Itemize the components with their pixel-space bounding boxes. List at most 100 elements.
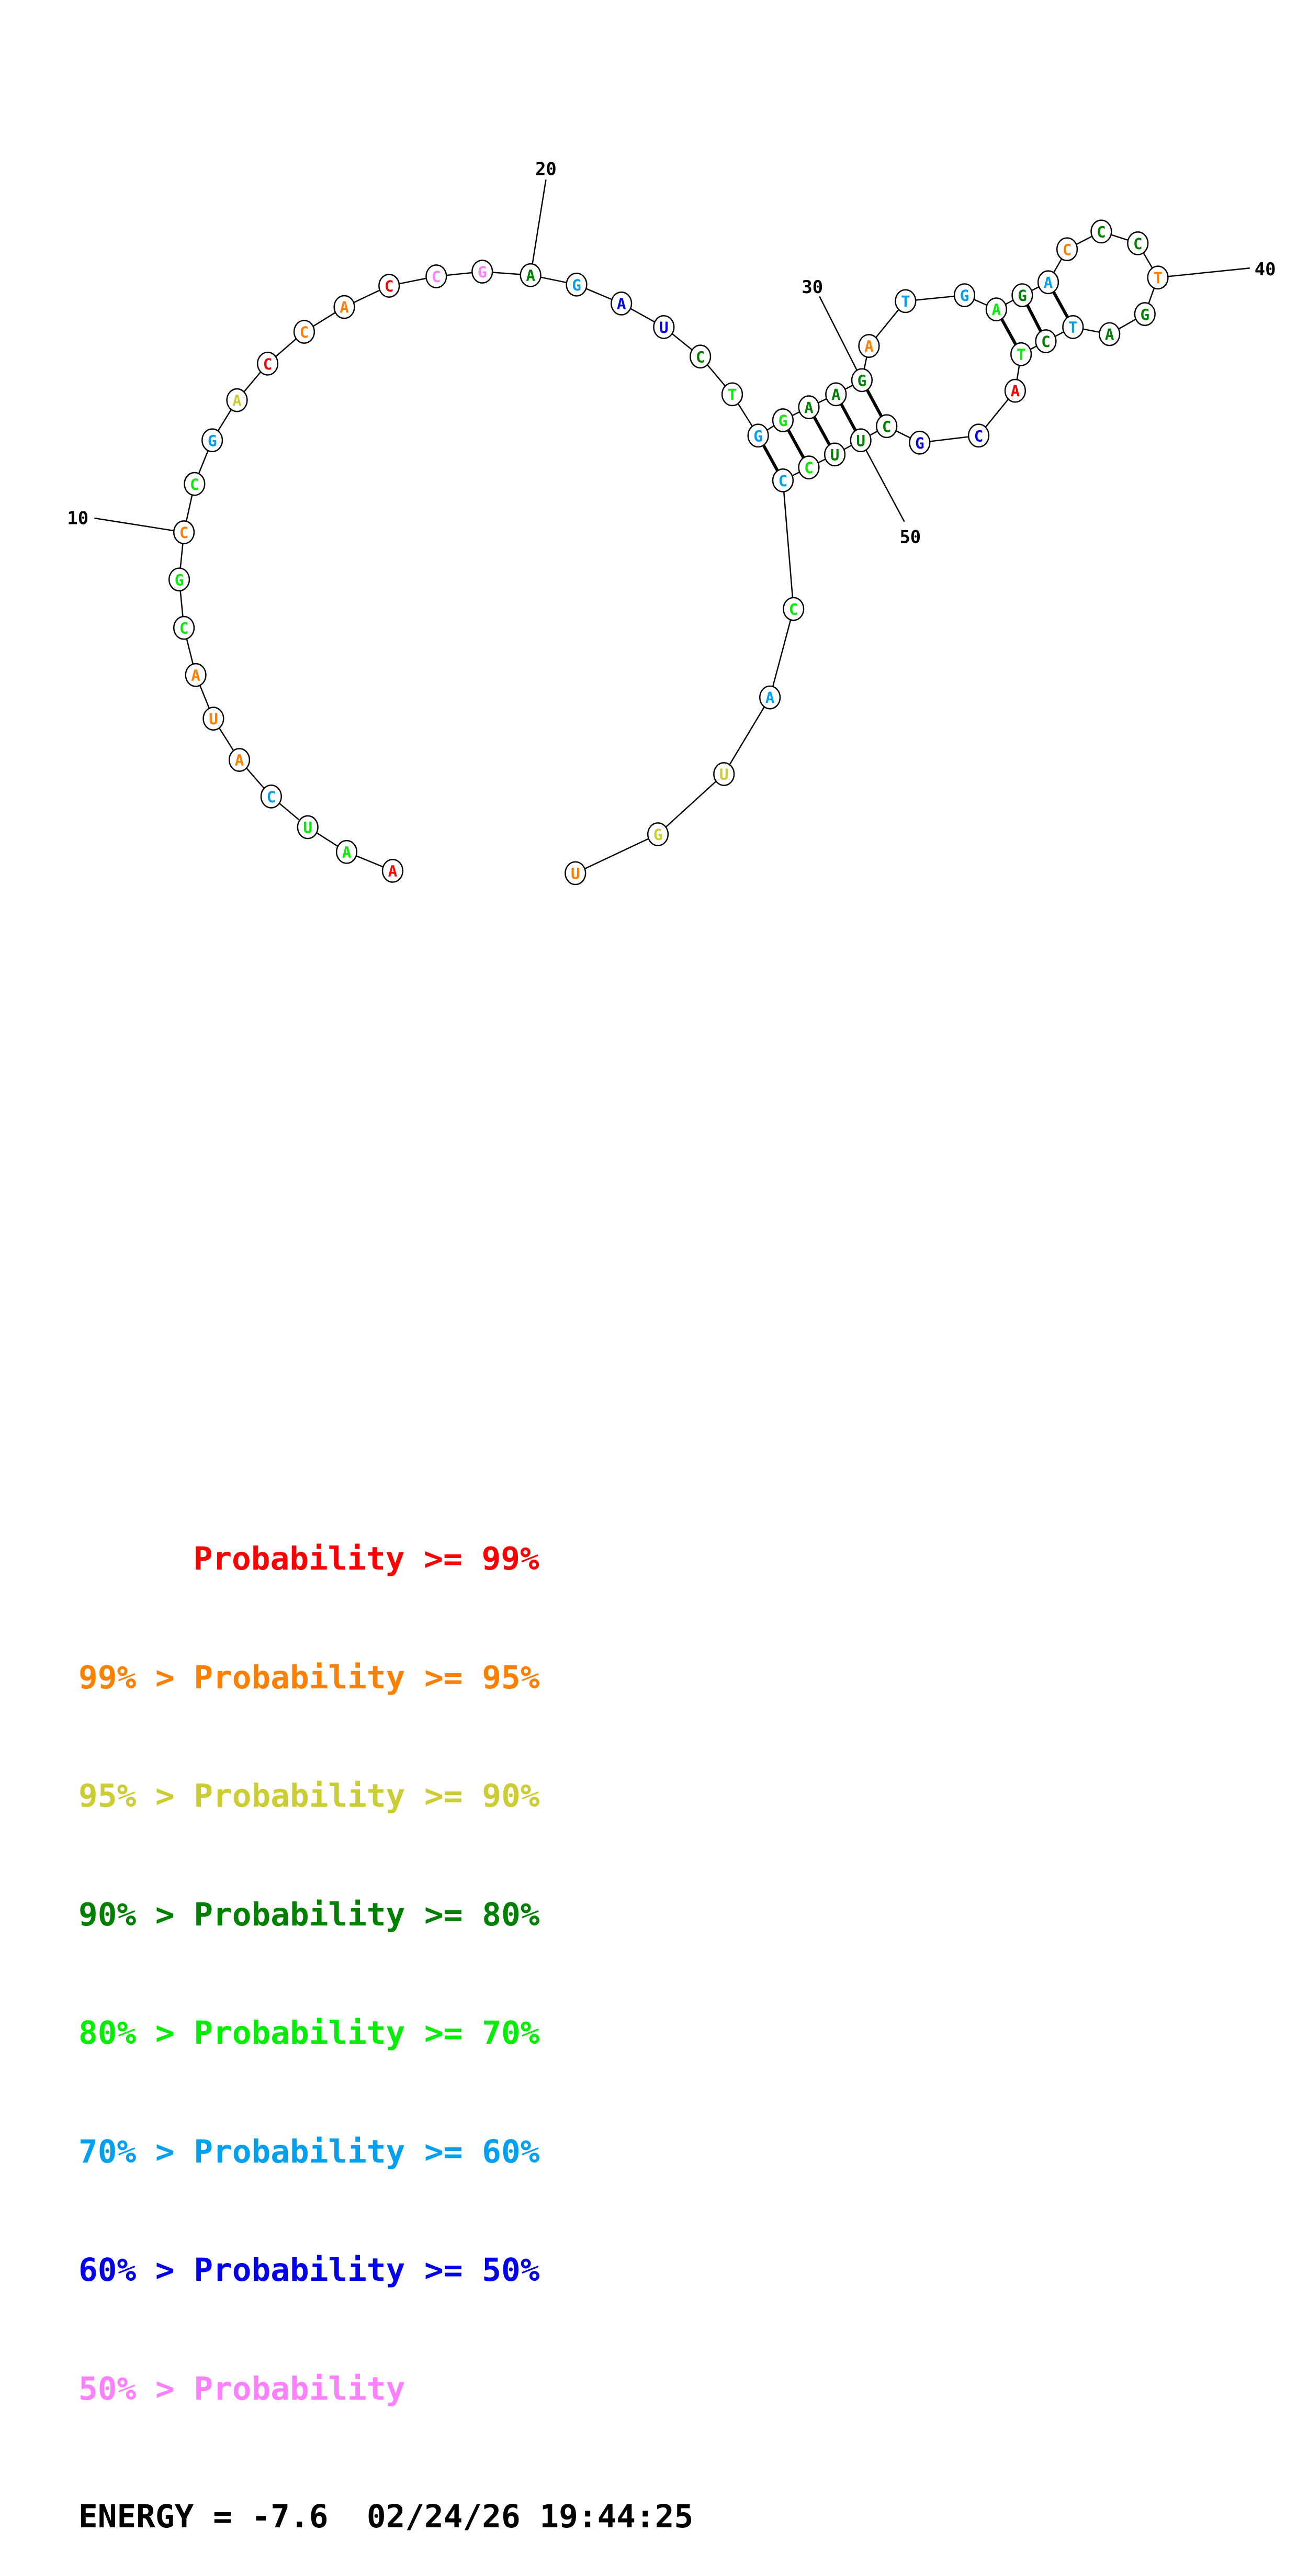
legend-right: Probability >= 50% [194, 2252, 540, 2289]
legend-row: 60% > Probability >= 50% [78, 2250, 693, 2290]
nucleotide-circle [909, 430, 931, 455]
nucleotide-54: C [783, 597, 805, 621]
nucleotide-13: A [226, 388, 248, 412]
nucleotide-44: C [1035, 329, 1057, 353]
nucleotide-circle [1037, 270, 1059, 295]
nucleotide-circle [565, 861, 587, 886]
nucleotide-51: U [824, 442, 846, 467]
nucleotide-58: U [565, 861, 587, 886]
nucleotide-46: A [1004, 378, 1027, 403]
nucleotide-base: A [804, 399, 814, 417]
nucleotide-47: C [967, 423, 990, 448]
nucleotide-circle [202, 707, 224, 731]
position-label: 10 [67, 508, 88, 529]
nucleotide-3: U [297, 815, 319, 839]
nucleotide-base: G [572, 276, 581, 294]
nucleotide-39: C [1127, 231, 1149, 255]
nucleotide-55: A [759, 685, 781, 710]
backbone-segment [723, 697, 771, 775]
nucleotide-base: C [179, 524, 189, 542]
nucleotide-circle [851, 368, 873, 393]
nucleotide-base: U [830, 446, 840, 464]
energy-line: ENERGY = -7.6 02/24/26 19:44:25 [78, 2498, 694, 2535]
nucleotide-circle [333, 295, 355, 319]
nucleotide-10: C [173, 520, 195, 544]
nucleotide-circle [1056, 237, 1078, 262]
nucleotide-38: C [1090, 219, 1112, 244]
nucleotide-14: C [256, 351, 279, 376]
nucleotide-circle [297, 815, 319, 839]
nucleotide-circle [858, 334, 880, 358]
nucleotide-circle [185, 663, 207, 687]
legend-row: 50% > Probability [78, 2369, 693, 2409]
nucleotide-circle [783, 597, 805, 621]
nucleotide-base: C [804, 459, 814, 477]
nucleotide-41: G [1134, 302, 1156, 327]
nucleotide-base: T [1068, 319, 1078, 337]
nucleotide-circle [772, 408, 794, 432]
nucleotide-base: C [974, 427, 984, 445]
nucleotide-base: A [765, 689, 775, 707]
nucleotide-base: A [388, 863, 398, 880]
nucleotide-base: U [856, 432, 865, 450]
nucleotide-43: T [1062, 315, 1084, 339]
nucleotide-45: T [1010, 342, 1032, 366]
position-tick-line [94, 517, 184, 533]
nucleotide-base: G [858, 372, 867, 389]
nucleotide-circle [690, 344, 712, 369]
nucleotide-circle [256, 351, 279, 376]
nucleotide-circle [721, 382, 743, 407]
legend-row: 90% > Probability >= 80% [78, 1895, 693, 1935]
nucleotide-circle [850, 428, 872, 453]
legend-left: 95% > [78, 1777, 194, 1815]
nucleotide-50: U [850, 428, 872, 453]
nucleotide-base: G [208, 432, 217, 450]
position-label: 30 [802, 277, 823, 297]
nucleotide-base: G [1018, 287, 1027, 305]
nucleotide-base: A [831, 386, 841, 404]
nucleotide-circle [653, 315, 675, 339]
nucleotide-24: C [690, 344, 712, 369]
nucleotide-circle [985, 297, 1007, 321]
nucleotide-31: A [858, 334, 880, 358]
nucleotide-base: T [901, 293, 910, 310]
nucleotide-circle [967, 423, 990, 448]
legend-left: 80% > [78, 2014, 194, 2052]
nucleotide-base: G [478, 263, 487, 281]
nucleotide-base: U [303, 819, 312, 837]
nucleotide-circle [228, 748, 251, 772]
nucleotide-base: C [1133, 235, 1143, 253]
backbone-segment [575, 833, 659, 874]
nucleotide-37: C [1056, 237, 1078, 262]
position-label: 40 [1255, 259, 1276, 279]
nucleotide-circle [798, 455, 820, 479]
nucleotide-circle [895, 289, 917, 313]
nucleotide-base: A [992, 301, 1001, 319]
nucleotide-base: T [728, 386, 737, 404]
legend-row: 70% > Probability >= 60% [78, 2132, 693, 2172]
nucleotide-circle [425, 264, 447, 288]
nucleotide-base: A [864, 338, 874, 355]
nucleotide-21: G [566, 272, 588, 297]
nucleotide-circle [173, 520, 195, 544]
legend-left: 99% > [78, 1659, 194, 1696]
legend-row: 80% > Probability >= 70% [78, 2013, 693, 2053]
nucleotide-base: U [719, 766, 729, 783]
legend-right: Probability >= 90% [194, 1777, 540, 1815]
nucleotide-circle [1134, 302, 1156, 327]
nucleotide-circle [378, 274, 400, 298]
nucleotide-base: C [179, 620, 189, 637]
nucleotide-36: A [1037, 270, 1059, 295]
nucleotide-base: U [571, 865, 580, 882]
legend-left [78, 1540, 194, 1577]
nucleotide-base: A [526, 267, 535, 285]
nucleotide-34: A [985, 297, 1007, 321]
nucleotide-circle [293, 320, 315, 344]
nucleotide-15: C [293, 320, 315, 344]
nucleotide-29: A [825, 382, 847, 407]
nucleotide-32: T [895, 289, 917, 313]
nucleotide-base: A [232, 392, 242, 410]
legend-right: Probability [194, 2370, 405, 2407]
position-tick-line [1157, 267, 1250, 278]
